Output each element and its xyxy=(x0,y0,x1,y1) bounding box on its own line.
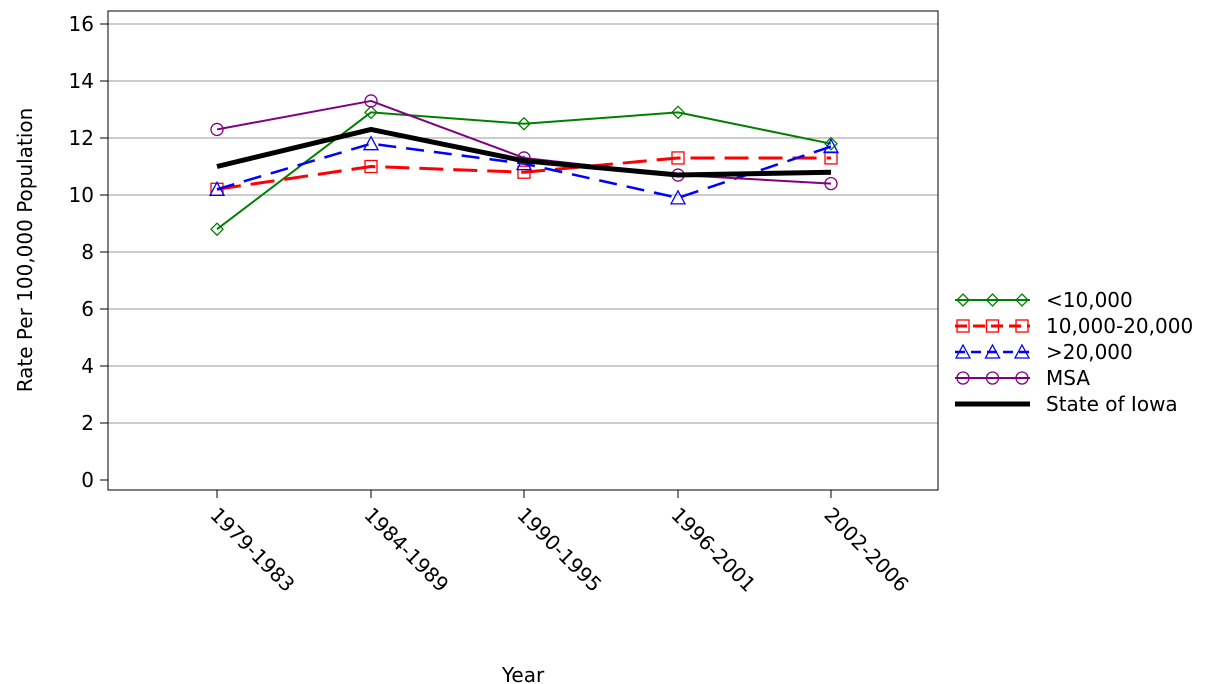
gridlines xyxy=(108,23,938,424)
legend-label: MSA xyxy=(1046,366,1090,390)
legend-entry: State of Iowa xyxy=(955,392,1178,416)
legend-label: >20,000 xyxy=(1046,340,1133,364)
y-tick-label: 6 xyxy=(81,297,94,321)
triangle-marker xyxy=(669,189,687,205)
y-tick-label: 16 xyxy=(69,12,94,36)
x-tick-label: 1984-1989 xyxy=(359,503,453,597)
circle-marker xyxy=(985,371,1000,385)
x-axis: 1979-1983 1984-1989 1990-1995 1996-2001 2002… xyxy=(205,490,914,597)
y-axis-title: Rate Per 100,000 Population xyxy=(13,108,37,393)
square-marker xyxy=(364,159,378,174)
legend-label: <10,000 xyxy=(1046,288,1133,312)
y-tick-label: 4 xyxy=(81,354,94,378)
y-tick-label: 0 xyxy=(81,468,94,492)
series-4 xyxy=(216,126,832,178)
y-tick-label: 12 xyxy=(69,126,94,150)
diamond-marker xyxy=(956,293,970,307)
series-line xyxy=(216,156,831,191)
diamond-marker xyxy=(364,105,378,120)
y-axis: 0 2 4 6 8 10 12 14 16 xyxy=(69,12,108,492)
circle-marker xyxy=(1015,371,1029,385)
circle-marker xyxy=(824,176,838,191)
x-tick-label: 2002-2006 xyxy=(819,503,913,597)
legend-entry: 10,000-20,000 xyxy=(955,314,1193,338)
legend-label: 10,000-20,000 xyxy=(1046,314,1193,338)
square-marker xyxy=(517,165,531,179)
series-line xyxy=(216,111,832,230)
square-marker xyxy=(985,319,1000,333)
circle-marker xyxy=(210,122,224,137)
y-tick-label: 8 xyxy=(81,240,94,264)
y-tick-label: 10 xyxy=(69,183,94,207)
circle-marker xyxy=(364,94,378,108)
diamond-marker xyxy=(671,105,685,120)
triangle-marker xyxy=(208,180,226,196)
diamond-marker xyxy=(985,293,1000,307)
series-line xyxy=(216,126,832,178)
series-0 xyxy=(210,105,838,237)
circle-marker xyxy=(956,371,970,385)
x-axis-title: Year xyxy=(501,663,545,684)
legend-entry: <10,000 xyxy=(955,288,1133,312)
series-group xyxy=(208,94,840,237)
triangle-marker xyxy=(984,343,1001,359)
legend-entry: MSA xyxy=(955,366,1090,390)
x-tick-label: 1996-2001 xyxy=(666,503,760,597)
legend-label: State of Iowa xyxy=(1046,392,1178,416)
triangle-marker xyxy=(362,135,380,151)
square-marker xyxy=(671,151,685,165)
plot-frame xyxy=(107,10,939,491)
x-tick-label: 1990-1995 xyxy=(512,503,606,597)
square-marker xyxy=(956,319,970,333)
triangle-marker xyxy=(1013,343,1031,359)
triangle-marker xyxy=(954,343,972,359)
series-line xyxy=(216,99,832,185)
square-marker xyxy=(1015,319,1029,333)
diamond-marker xyxy=(210,222,224,237)
triangle-marker xyxy=(822,138,840,154)
y-tick-label: 14 xyxy=(69,69,94,93)
y-tick-label: 2 xyxy=(81,411,94,435)
legend-entry: >20,000 xyxy=(954,340,1133,364)
x-tick-label: 1979-1983 xyxy=(205,503,299,597)
diamond-marker xyxy=(517,116,531,131)
diamond-marker xyxy=(1015,293,1029,307)
diamond-marker xyxy=(824,136,838,151)
